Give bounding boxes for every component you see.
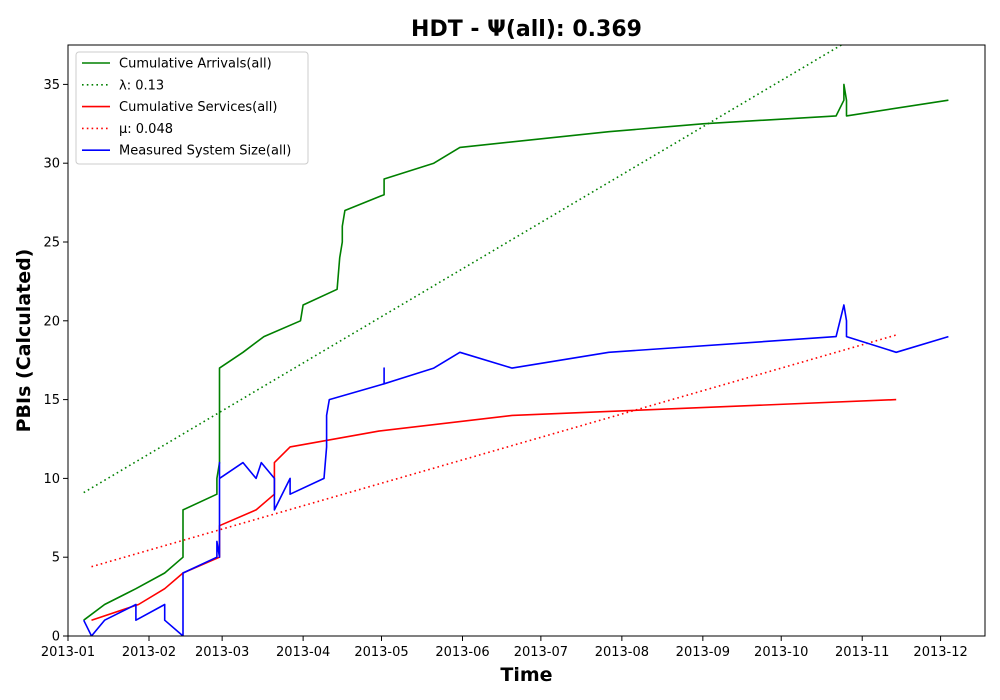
legend-entry: μ: 0.048 (119, 122, 173, 137)
legend-entry: Cumulative Services(all) (119, 100, 277, 115)
y-tick-label: 35 (43, 78, 60, 93)
y-tick-label: 15 (43, 393, 60, 408)
x-axis-ticks: 2013-01 2013-02 2013-03 2013-04 2013-05 2013-… (41, 636, 968, 660)
y-tick-label: 0 (52, 630, 60, 645)
legend-entry: λ: 0.13 (119, 78, 164, 93)
y-tick-label: 5 (52, 551, 60, 566)
x-tick-label: 2013-03 (195, 645, 249, 660)
series-line-4 (91, 334, 897, 568)
x-tick-label: 2013-04 (276, 645, 330, 660)
x-tick-label: 2013-08 (595, 645, 649, 660)
plot-frame (67, 44, 986, 637)
y-tick-label: 20 (43, 314, 60, 329)
legend-entry: Measured System Size(all) (119, 144, 291, 159)
x-tick-label: 2013-01 (41, 645, 95, 660)
x-axis-label: Time (500, 664, 552, 686)
x-tick-label: 2013-09 (676, 645, 730, 660)
x-tick-label: 2013-07 (514, 645, 568, 660)
series-line-3 (91, 398, 897, 621)
y-axis-label: PBIs (Calculated) (13, 249, 35, 433)
legend-box (75, 51, 309, 165)
y-tick-label: 10 (43, 472, 60, 487)
x-tick-label: 2013-11 (835, 645, 889, 660)
legend-entry: Cumulative Arrivals(all) (119, 57, 272, 72)
series-line-5 (82, 304, 949, 636)
x-tick-label: 2013-02 (122, 645, 176, 660)
legend: Cumulative Arrivals(all) λ: 0.13 Cumulativ… (75, 51, 309, 165)
chart-title: HDT - Ψ(all): 0.369 (411, 17, 642, 42)
plot-area (82, 45, 949, 636)
x-tick-label: 2013-06 (435, 645, 489, 660)
x-tick-label: 2013-05 (354, 645, 408, 660)
y-tick-label: 25 (43, 236, 60, 251)
series-line-1 (83, 83, 949, 621)
series-group (82, 45, 949, 636)
y-tick-label: 30 (43, 157, 60, 172)
y-axis-ticks: 0 5 10 15 20 25 30 35 (43, 78, 68, 645)
x-tick-label: 2013-10 (754, 645, 808, 660)
x-tick-label: 2013-12 (913, 645, 967, 660)
